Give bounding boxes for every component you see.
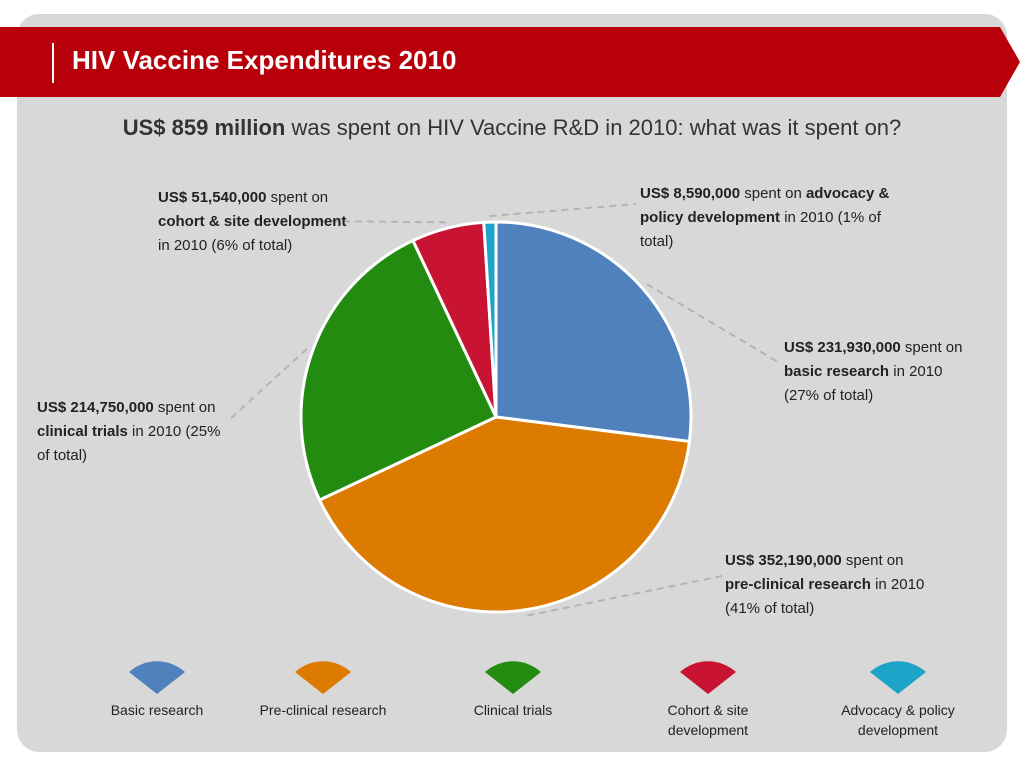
callout-pre: spent on	[266, 189, 329, 206]
callout-amount: US$ 231,930,000	[784, 339, 901, 356]
callout-pre: spent on	[900, 339, 963, 356]
subtitle-text: was spent on HIV Vaccine R&D in 2010: wh…	[285, 115, 902, 140]
subtitle: US$ 859 million was spent on HIV Vaccine…	[0, 115, 1024, 141]
legend-swatch	[129, 661, 185, 694]
callout-pre-clinical: US$ 352,190,000 spent on pre-clinical re…	[725, 549, 930, 621]
callout-label: clinical trials	[37, 423, 128, 440]
legend-swatch	[680, 661, 736, 694]
page-title: HIV Vaccine Expenditures 2010	[72, 45, 457, 75]
legend-swatch	[295, 661, 351, 694]
leader-line-clinical-trials	[227, 348, 308, 422]
callout-amount: US$ 51,540,000	[158, 189, 267, 206]
legend-label: Basic research	[110, 702, 204, 718]
callout-amount: US$ 8,590,000	[640, 185, 741, 202]
legend-item-advocacy-policy: Advocacy & policy development	[813, 660, 983, 740]
legend-label-line2: development	[667, 722, 749, 738]
callout-pre: spent on	[740, 185, 806, 202]
legend-item-basic-research: Basic research	[72, 660, 242, 720]
callout-pre: spent on	[153, 399, 216, 416]
callout-label: advocacy & policy development	[640, 185, 890, 226]
legend-label: Advocacy & policy	[841, 702, 955, 718]
callout-amount: US$ 352,190,000	[725, 552, 842, 569]
legend-label: Cohort & site	[667, 702, 749, 718]
callout-post: in 2010 (27% of total)	[784, 363, 943, 404]
pie-slice-basic-research	[494, 220, 693, 443]
leader-line-pre-clinical	[527, 575, 723, 617]
legend-label: Clinical trials	[473, 702, 553, 718]
callout-post: in 2010 (1% of total)	[640, 209, 881, 250]
legend-label: Pre-clinical research	[259, 702, 387, 718]
callout-advocacy-policy: US$ 8,590,000 spent on advocacy & policy…	[640, 182, 905, 254]
legend-item-pre-clinical: Pre-clinical research	[238, 660, 408, 720]
pie-slice-clinical-trials	[299, 239, 498, 502]
legend-item-cohort-site: Cohort & site development	[623, 660, 793, 740]
subtitle-total: US$ 859 million	[122, 115, 286, 140]
callout-basic-research: US$ 231,930,000 spent on basic research …	[784, 336, 964, 408]
legend-swatch	[870, 661, 926, 694]
callout-label: pre-clinical research	[725, 576, 871, 593]
leader-line-cohort-site	[311, 220, 447, 224]
leader-line-basic-research	[646, 283, 779, 363]
legend-swatch	[485, 661, 541, 694]
title-bar-shape	[0, 27, 1020, 97]
callout-post: in 2010 (25% of total)	[37, 423, 221, 464]
callout-pre: spent on	[841, 552, 904, 569]
callout-label: cohort & site development	[158, 213, 347, 230]
title-divider	[52, 43, 54, 83]
callout-cohort-site: US$ 51,540,000 spent on cohort & site de…	[158, 186, 358, 258]
legend-item-clinical-trials: Clinical trials	[428, 660, 598, 720]
callout-post: in 2010 (41% of total)	[725, 576, 925, 617]
callout-post: in 2010 (6% of total)	[158, 237, 293, 254]
pie-slice-pre-clinical	[318, 415, 691, 614]
leader-line-advocacy-policy	[489, 203, 637, 218]
callout-amount: US$ 214,750,000	[37, 399, 154, 416]
legend-label-line2: development	[857, 722, 939, 738]
pie-slice-advocacy-policy	[482, 220, 498, 419]
title-bar: HIV Vaccine Expenditures 2010	[0, 27, 1024, 97]
callout-label: basic research	[784, 363, 890, 380]
callout-clinical-trials: US$ 214,750,000 spent on clinical trials…	[37, 396, 227, 468]
